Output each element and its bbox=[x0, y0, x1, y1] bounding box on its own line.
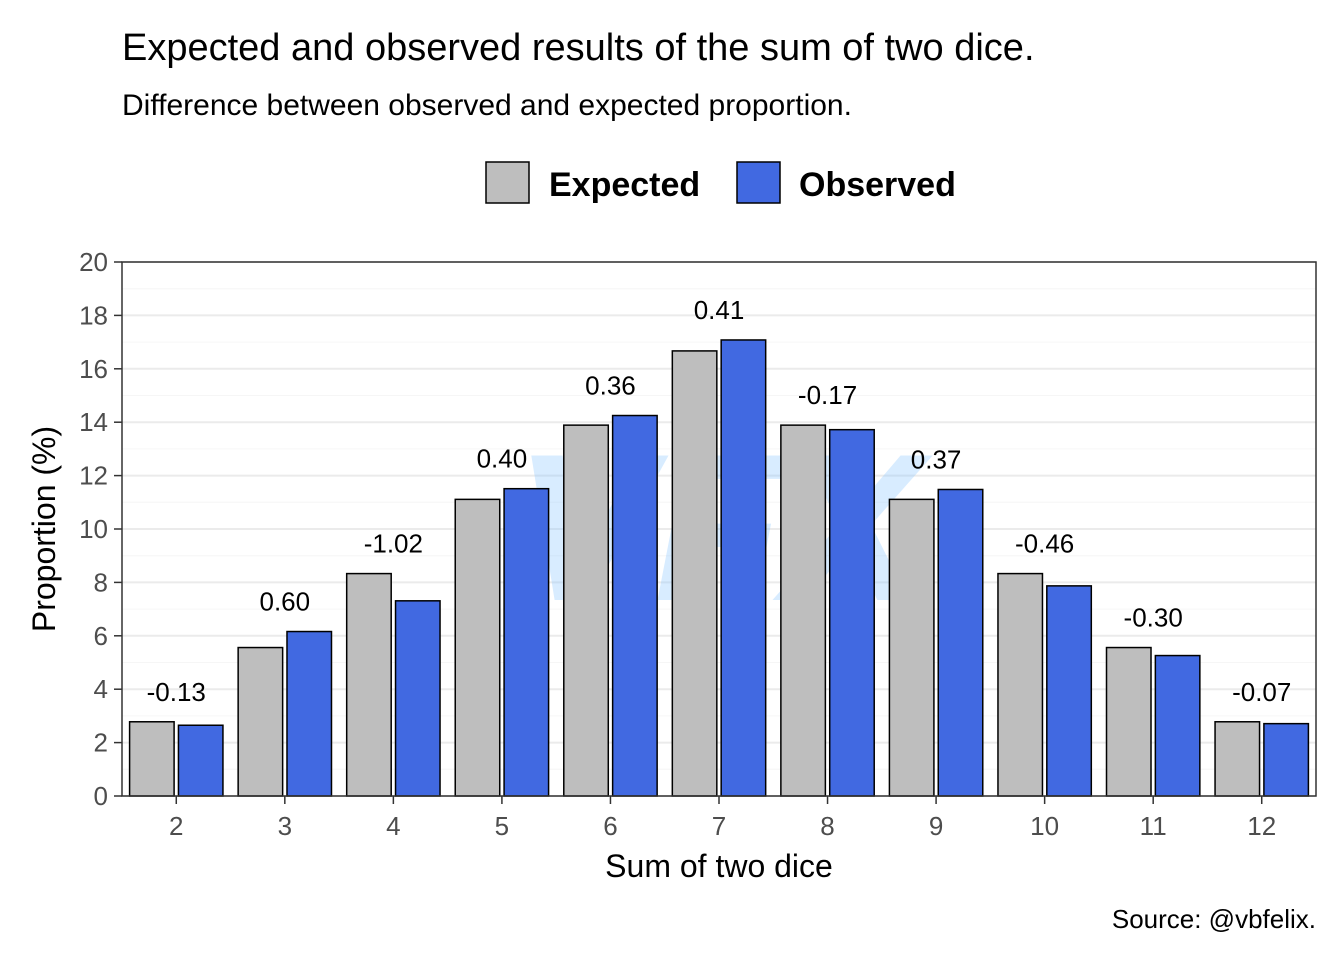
bar-expected-12 bbox=[1214, 721, 1261, 797]
y-axis: 0 2 4 6 8 10 12 14 16 18 20 bbox=[79, 247, 122, 811]
x-tick-label: 2 bbox=[169, 811, 183, 841]
x-tick-label: 10 bbox=[1030, 811, 1059, 841]
bar-expected-5 bbox=[454, 498, 501, 797]
bar-expected-6 bbox=[563, 424, 610, 797]
bars bbox=[128, 339, 1310, 797]
bar-expected-8 bbox=[780, 424, 827, 797]
bar-observed-3 bbox=[286, 630, 333, 797]
data-label-difference: 0.40 bbox=[477, 444, 528, 474]
legend-label-observed: Observed bbox=[799, 166, 956, 204]
data-label-difference: -1.02 bbox=[364, 529, 423, 559]
bar-expected-4 bbox=[345, 572, 392, 797]
data-label-difference: 0.36 bbox=[585, 371, 636, 401]
y-tick-label: 8 bbox=[94, 567, 108, 597]
data-label-difference: -0.30 bbox=[1124, 603, 1183, 633]
bar-observed-8 bbox=[828, 428, 875, 797]
chart-subtitle: Difference between observed and expected… bbox=[122, 89, 852, 122]
y-tick-label: 12 bbox=[79, 461, 108, 491]
y-tick-label: 6 bbox=[94, 621, 108, 651]
bar-difference-labels: -0.13 0.60 -1.02 0.40 0.36 0.41 -0.17 0.37 -0.46… bbox=[147, 295, 1292, 707]
data-label-difference: 0.37 bbox=[911, 444, 962, 474]
data-label-difference: 0.41 bbox=[694, 295, 745, 325]
x-tick-label: 12 bbox=[1247, 811, 1276, 841]
bar-observed-12 bbox=[1263, 722, 1310, 797]
x-tick-label: 8 bbox=[820, 811, 834, 841]
legend-key-observed bbox=[736, 161, 781, 204]
x-tick-label: 4 bbox=[386, 811, 400, 841]
y-tick-label: 4 bbox=[94, 674, 108, 704]
bar-expected-11 bbox=[1105, 646, 1152, 797]
chart-title: Expected and observed results of the sum… bbox=[122, 27, 1035, 69]
bar-expected-3 bbox=[237, 646, 284, 797]
bar-observed-9 bbox=[937, 488, 984, 797]
y-tick-label: 16 bbox=[79, 354, 108, 384]
bar-expected-10 bbox=[997, 572, 1044, 797]
data-label-difference: -0.17 bbox=[798, 380, 857, 410]
bar-observed-2 bbox=[177, 724, 224, 797]
data-label-difference: 0.60 bbox=[260, 587, 311, 617]
bar-observed-5 bbox=[503, 487, 550, 797]
y-tick-label: 14 bbox=[79, 407, 108, 437]
x-axis: 2 3 4 5 6 7 8 9 10 11 12 bbox=[169, 796, 1276, 841]
y-tick-label: 18 bbox=[79, 300, 108, 330]
x-tick-label: 9 bbox=[929, 811, 943, 841]
y-tick-label: 10 bbox=[79, 514, 108, 544]
legend-key-expected bbox=[485, 161, 530, 204]
y-axis-title: Proportion (%) bbox=[26, 426, 62, 632]
y-tick-label: 20 bbox=[79, 247, 108, 277]
bar-expected-2 bbox=[128, 721, 175, 797]
x-axis-title: Sum of two dice bbox=[605, 848, 833, 884]
data-label-difference: -0.13 bbox=[147, 677, 206, 707]
bar-expected-7 bbox=[671, 350, 718, 797]
legend: Expected Observed bbox=[485, 161, 956, 204]
bar-observed-6 bbox=[611, 414, 658, 797]
y-tick-label: 0 bbox=[94, 781, 108, 811]
bar-observed-10 bbox=[1046, 585, 1093, 797]
x-tick-label: 6 bbox=[603, 811, 617, 841]
bar-observed-11 bbox=[1154, 654, 1201, 797]
x-tick-label: 11 bbox=[1140, 811, 1167, 841]
x-tick-label: 3 bbox=[278, 811, 292, 841]
legend-label-expected: Expected bbox=[549, 166, 700, 204]
x-tick-label: 5 bbox=[495, 811, 509, 841]
x-tick-label: 7 bbox=[712, 811, 726, 841]
data-label-difference: -0.46 bbox=[1015, 529, 1074, 559]
bar-expected-9 bbox=[888, 498, 935, 797]
bar-observed-7 bbox=[720, 339, 767, 797]
data-label-difference: -0.07 bbox=[1232, 677, 1291, 707]
y-tick-label: 2 bbox=[94, 728, 108, 758]
caption: Source: @vbfelix. bbox=[1112, 904, 1316, 934]
bar-observed-4 bbox=[394, 600, 441, 797]
